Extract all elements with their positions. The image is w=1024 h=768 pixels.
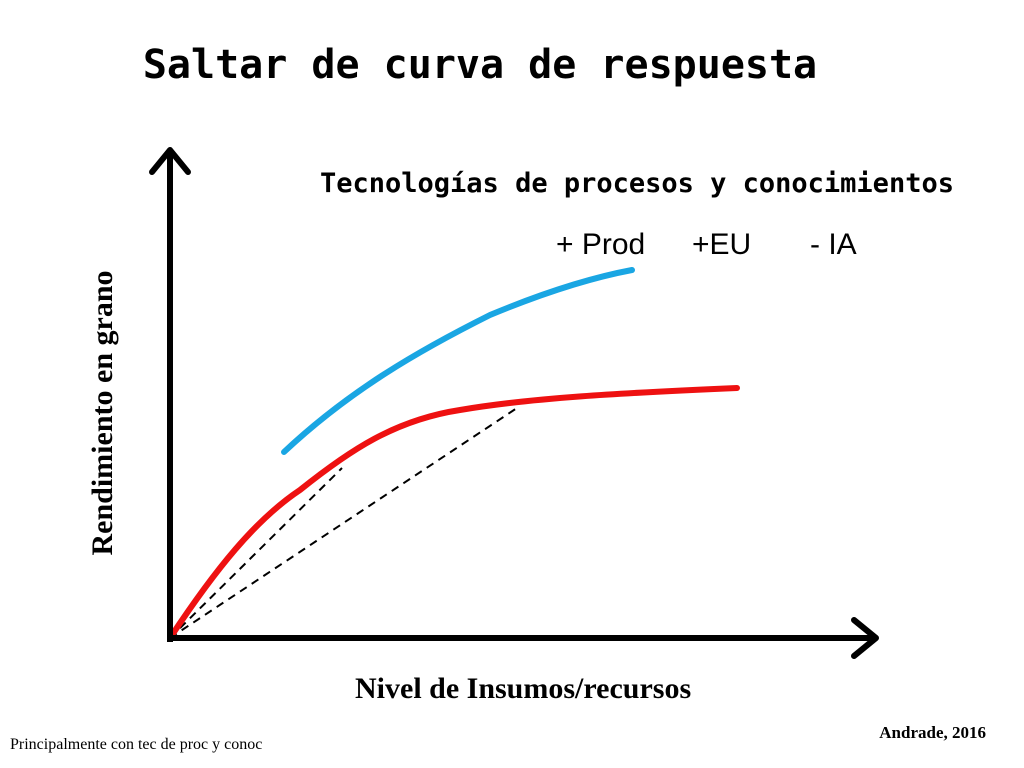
effect-ia-label: - IA [810,228,857,261]
dashed-line-steep [169,467,343,639]
x-axis-arrowhead [851,617,879,659]
y-axis-arrowhead [149,147,191,175]
baseline-response-curve [167,385,740,641]
source-credit: Andrade, 2016 [879,723,986,742]
x-axis-label: Nivel de Insumos/recursos [355,672,692,705]
dashed-line-shallow [169,405,521,639]
y-axis-label: Rendimiento en grano [86,270,119,556]
footnote: Principalmente con tec de proc y conoc [10,736,263,753]
slide-title: Saltar de curva de respuesta [142,42,818,88]
improved-response-curve [281,267,635,455]
effect-eu-label: +EU [692,228,752,261]
technology-heading: Tecnologías de procesos y conocimientos [320,168,954,199]
effect-prod-label: + Prod [556,228,646,261]
